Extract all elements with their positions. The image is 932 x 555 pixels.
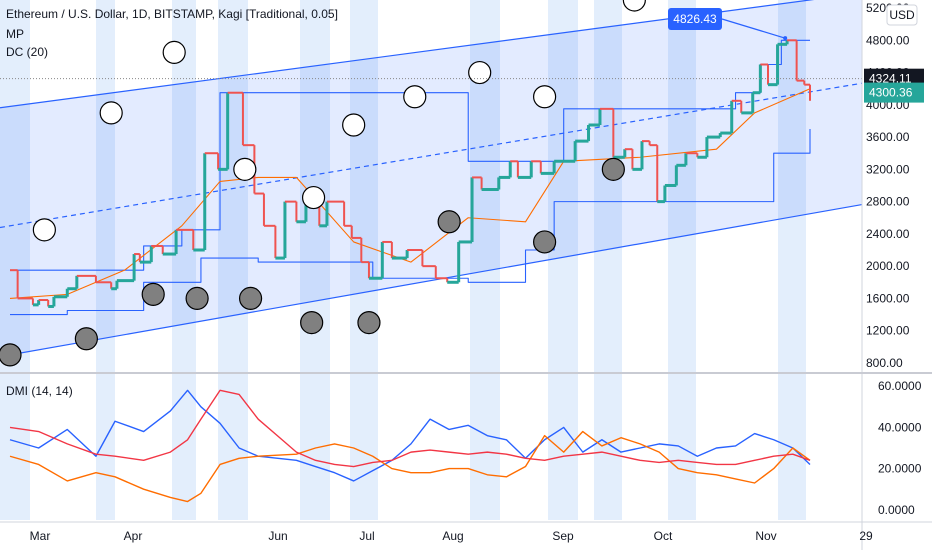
price-tick-label: 2800.00: [866, 195, 910, 209]
indicator-dc-label: DC (20): [6, 45, 49, 59]
current-close-badge: [864, 82, 924, 103]
top-label-dot: [783, 36, 788, 41]
stripe-main: [350, 0, 378, 372]
background-stripes: [0, 0, 806, 520]
stripe-dmi: [470, 374, 500, 520]
dmi-tick-label: 0.0000: [878, 503, 915, 517]
price-tick-label: 1200.00: [866, 324, 910, 338]
mp-circle-hollow: [99, 101, 123, 125]
price-tick-label: 3600.00: [866, 130, 910, 144]
price-tick-label: 1600.00: [866, 291, 910, 305]
stripe-dmi: [172, 374, 196, 520]
price-tick-label: 800.00: [866, 356, 903, 370]
dmi-tick-label: 40.0000: [878, 420, 922, 434]
time-tick-label: Jun: [268, 529, 287, 543]
mp-circle-filled: [238, 286, 263, 311]
stripe-main: [300, 0, 330, 372]
chart-title: Ethereum / U.S. Dollar, 1D, BITSTAMP, Ka…: [6, 7, 338, 21]
price-tick-label: 2000.00: [866, 259, 910, 273]
price-tick-label: 3200.00: [866, 162, 910, 176]
time-tick-label: Nov: [755, 529, 776, 543]
channel-fill: [0, 0, 862, 357]
mp-circle-filled: [300, 311, 324, 335]
stripe-dmi: [96, 374, 115, 520]
dmi-tick-label: 20.0000: [878, 462, 922, 476]
top-label-text: 4826.43: [673, 12, 717, 26]
mp-circle-filled: [437, 210, 461, 234]
time-tick-label: Mar: [30, 529, 51, 543]
time-tick-label: Sep: [552, 529, 574, 543]
top-label-pointer: [721, 18, 786, 39]
stripe-dmi: [548, 374, 578, 520]
dmi-series-line: [9, 389, 811, 482]
stripe-main: [218, 0, 248, 372]
time-tick-label: Jul: [359, 529, 374, 543]
time-tick-label: Apr: [124, 529, 143, 543]
kagi-line: [10, 39, 811, 308]
mp-circle-hollow: [162, 40, 186, 64]
mp-circle-filled: [357, 311, 381, 335]
dmi-tick-label: 60.0000: [878, 379, 922, 393]
mp-circle-hollow: [533, 85, 557, 109]
mp-circle-filled: [601, 157, 625, 181]
mp-circle-filled: [185, 286, 209, 311]
current-price-text: 4324.11: [869, 72, 912, 86]
stripe-dmi: [218, 374, 248, 520]
price-tick-label: 4800.00: [866, 33, 910, 47]
mp-markers: [0, 0, 646, 367]
top-label-badge: [668, 8, 722, 30]
mp-circle-filled: [74, 327, 98, 351]
mp-circle-hollow: [301, 185, 326, 210]
stripe-dmi: [350, 374, 378, 520]
mp-circle-hollow: [622, 0, 646, 12]
stripe-dmi: [0, 374, 30, 520]
regression-channel: [0, 0, 863, 358]
currency-label: USD: [889, 8, 915, 22]
indicator-mp-label: MP: [6, 27, 24, 41]
currency-box: [886, 4, 918, 26]
dmi-title: DMI (14, 14): [6, 384, 73, 398]
dmi-series-line: [9, 430, 811, 503]
time-tick-label: Aug: [442, 529, 463, 543]
dmi-pane: 60.0000 40.0000 20.0000 0.0000: [9, 379, 922, 517]
price-tick-label: 2400.00: [866, 227, 910, 241]
stripe-dmi: [668, 374, 696, 520]
stripe-main: [778, 0, 806, 372]
donchian-lower: [10, 129, 811, 316]
price-axis: 5200.004800.004400.004000.003600.003200.…: [861, 0, 932, 550]
stripe-dmi: [300, 374, 330, 520]
stripe-dmi: [594, 374, 622, 520]
time-tick-label: 29: [859, 529, 873, 543]
channel-mid-line: [0, 82, 863, 229]
dmi-series-line: [9, 389, 811, 468]
time-axis: Mar Apr Jun Jul Aug Sep Oct Nov 29: [0, 521, 932, 543]
mp-circle-filled: [141, 282, 165, 306]
mp-circle-filled: [0, 343, 22, 367]
mp-circle-hollow: [32, 218, 56, 242]
mp-circle-hollow: [468, 60, 492, 85]
stripe-main: [0, 0, 30, 372]
mp-circle-hollow: [233, 157, 257, 181]
mp-circle-hollow: [342, 113, 366, 137]
mp-circle-filled: [533, 230, 557, 254]
current-close-text: 4300.36: [869, 86, 913, 100]
stripe-main: [548, 0, 578, 372]
time-tick-label: Oct: [654, 529, 673, 543]
mp-circle-hollow: [403, 85, 427, 109]
channel-lower-line: [0, 203, 863, 358]
stripe-main: [594, 0, 622, 372]
